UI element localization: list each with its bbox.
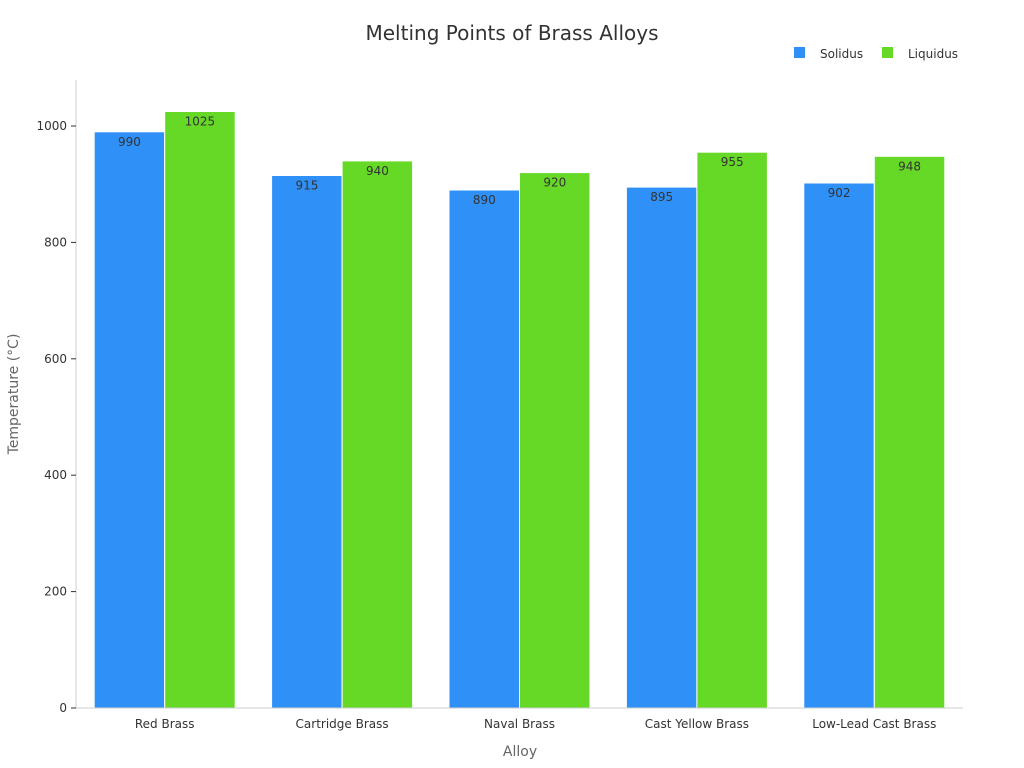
y-tick-label-600: 600 [44,352,67,366]
x-axis-label: Alloy [503,744,537,760]
y-tick-label-400: 400 [44,468,67,482]
y-tick-label-0: 0 [59,701,67,715]
y-tick-label-200: 200 [44,585,67,599]
legend-swatch-solidus [794,47,805,58]
y-axis-ticks: 0 200 400 600 800 1000 [36,119,76,715]
bar-solidus-cast-yellow-brass [625,186,698,709]
plot-area: 990 1025 915 940 890 920 895 955 902 948 [93,111,946,709]
legend-swatch-liquidus [882,47,893,58]
y-tick-label-800: 800 [44,235,67,249]
y-axis-label: Temperature (°C) [6,334,22,456]
bar-liquidus-cast-yellow-brass [696,151,768,709]
bar-solidus-cartridge-brass [271,175,343,709]
bar-solidus-naval-brass [448,189,520,709]
bar-liquidus-cartridge-brass [341,160,414,709]
x-tick-label-cast-yellow-brass: Cast Yellow Brass [645,717,749,731]
bar-liquidus-red-brass [164,111,236,709]
bar-solidus-red-brass [93,131,166,709]
data-label-liquidus-red-brass: 1025 [185,115,216,129]
bar-liquidus-naval-brass [519,172,591,709]
y-tick-label-1000: 1000 [36,119,67,133]
x-tick-label-red-brass: Red Brass [135,717,195,731]
x-tick-label-naval-brass: Naval Brass [484,717,555,731]
data-label-liquidus-low-lead-cast-brass: 948 [898,159,921,173]
legend-label-liquidus: Liquidus [908,47,958,61]
data-label-solidus-low-lead-cast-brass: 902 [828,186,851,200]
chart-title: Melting Points of Brass Alloys [366,21,659,45]
data-label-liquidus-cartridge-brass: 940 [366,164,389,178]
x-axis-ticks: Red Brass Cartridge Brass Naval Brass Cast … [135,717,936,731]
x-tick-label-cartridge-brass: Cartridge Brass [296,717,389,731]
data-label-solidus-cast-yellow-brass: 895 [650,190,673,204]
bar-solidus-low-lead-cast-brass [803,182,875,709]
data-label-solidus-naval-brass: 890 [473,193,496,207]
data-label-solidus-cartridge-brass: 915 [295,179,318,193]
legend: Solidus Liquidus [794,47,958,61]
legend-label-solidus: Solidus [820,47,863,61]
data-label-liquidus-cast-yellow-brass: 955 [721,155,744,169]
data-label-solidus-red-brass: 990 [118,135,141,149]
bar-liquidus-low-lead-cast-brass [873,155,946,709]
data-label-liquidus-naval-brass: 920 [543,176,566,190]
x-tick-label-low-lead-cast-brass: Low-Lead Cast Brass [812,717,936,731]
